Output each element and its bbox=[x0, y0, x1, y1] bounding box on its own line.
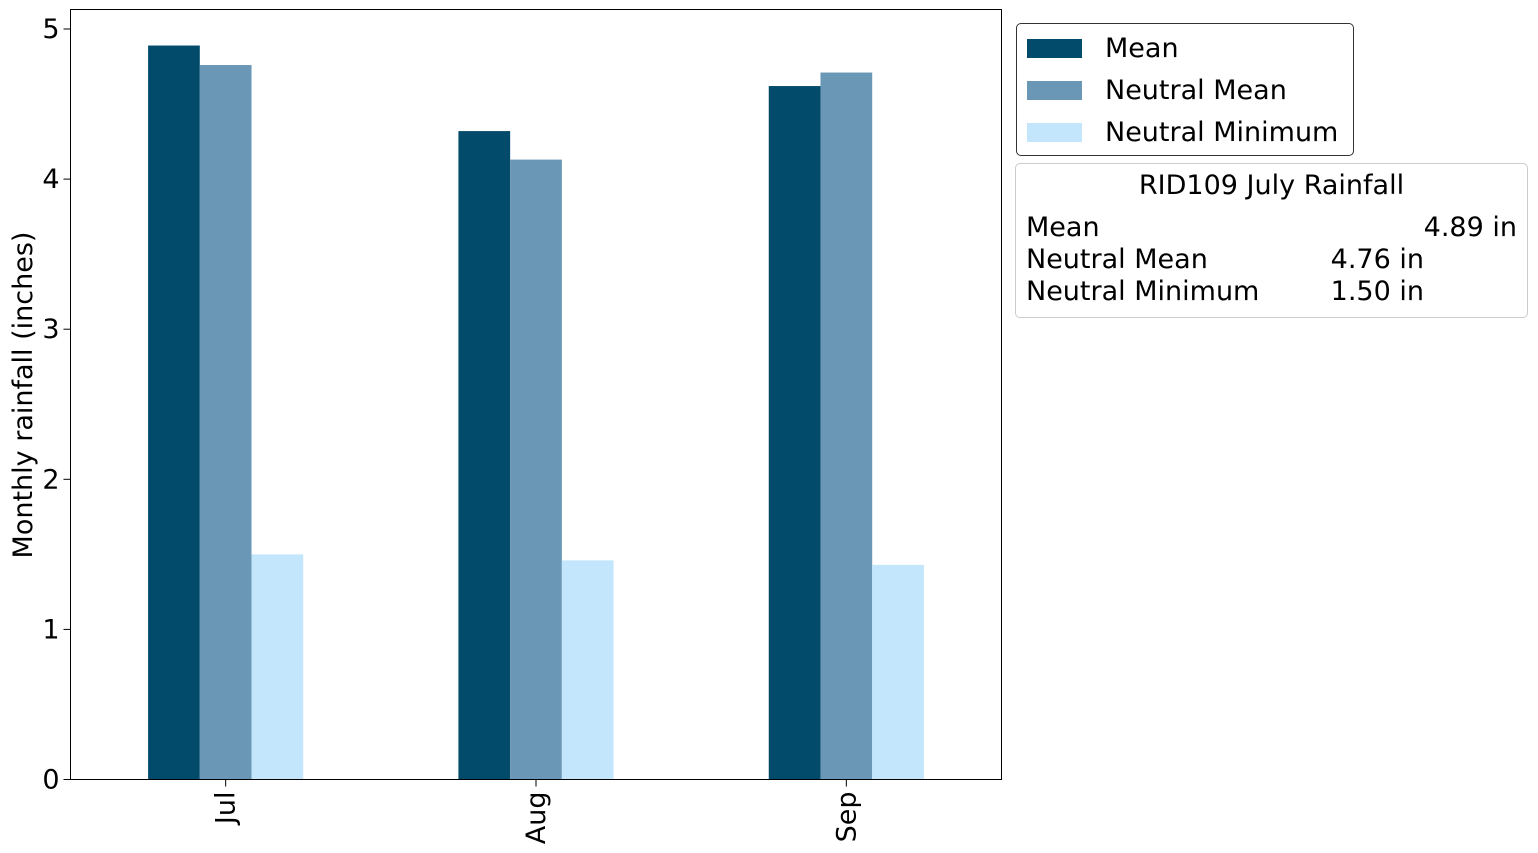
bar-neutral-minimum-jul bbox=[251, 554, 304, 780]
legend-item-neutral-mean: Neutral Mean bbox=[1027, 69, 1287, 111]
x-axis: Jul Aug Sep bbox=[211, 779, 862, 845]
info-value-neutral-mean: 4.76 in bbox=[1330, 244, 1424, 275]
y-tick-label: 0 bbox=[42, 765, 59, 796]
bar-neutral-mean-aug bbox=[510, 159, 562, 780]
legend-swatch-neutral-minimum bbox=[1027, 122, 1082, 142]
info-value-neutral-minimum: 1.50 in bbox=[1330, 276, 1424, 307]
bar-mean-aug bbox=[458, 131, 511, 780]
bars-group bbox=[148, 45, 924, 780]
legend-swatch-neutral-mean bbox=[1027, 80, 1082, 100]
x-tick-label-jul: Jul bbox=[211, 792, 242, 827]
info-label-neutral-minimum: Neutral Minimum bbox=[1026, 276, 1260, 307]
bar-neutral-minimum-aug bbox=[561, 560, 614, 780]
y-axis-label: Monthly rainfall (inches) bbox=[8, 232, 39, 559]
bar-neutral-mean-sep bbox=[820, 72, 873, 780]
x-tick-label-sep: Sep bbox=[831, 792, 862, 843]
legend-label-neutral-minimum: Neutral Minimum bbox=[1105, 116, 1339, 148]
y-tick-label: 3 bbox=[42, 314, 59, 345]
info-label-mean: Mean bbox=[1026, 212, 1100, 243]
y-tick-label: 4 bbox=[42, 164, 59, 195]
bar-neutral-minimum-sep bbox=[872, 564, 924, 780]
x-tick-label-aug: Aug bbox=[521, 792, 552, 845]
legend-swatch-mean bbox=[1027, 38, 1082, 58]
info-box: RID109 July Rainfall Mean 4.89 in Neutra… bbox=[1015, 163, 1528, 318]
y-tick-label: 1 bbox=[42, 614, 59, 645]
info-label-neutral-mean: Neutral Mean bbox=[1026, 244, 1208, 275]
legend-item-mean: Mean bbox=[1027, 27, 1179, 69]
legend-label-neutral-mean: Neutral Mean bbox=[1105, 74, 1287, 106]
bar-mean-sep bbox=[768, 86, 821, 780]
legend-label-mean: Mean bbox=[1105, 32, 1179, 64]
info-box-title: RID109 July Rainfall bbox=[1138, 170, 1405, 201]
legend-item-neutral-minimum: Neutral Minimum bbox=[1027, 111, 1338, 153]
bar-neutral-mean-jul bbox=[199, 65, 252, 780]
bar-mean-jul bbox=[148, 45, 200, 780]
y-tick-label: 2 bbox=[42, 464, 59, 495]
y-axis: 0 1 2 3 4 5 bbox=[42, 14, 71, 796]
y-tick-label: 5 bbox=[42, 14, 59, 45]
legend: Mean Neutral Mean Neutral Minimum bbox=[1016, 23, 1354, 156]
info-value-mean: 4.89 in bbox=[1423, 212, 1517, 243]
